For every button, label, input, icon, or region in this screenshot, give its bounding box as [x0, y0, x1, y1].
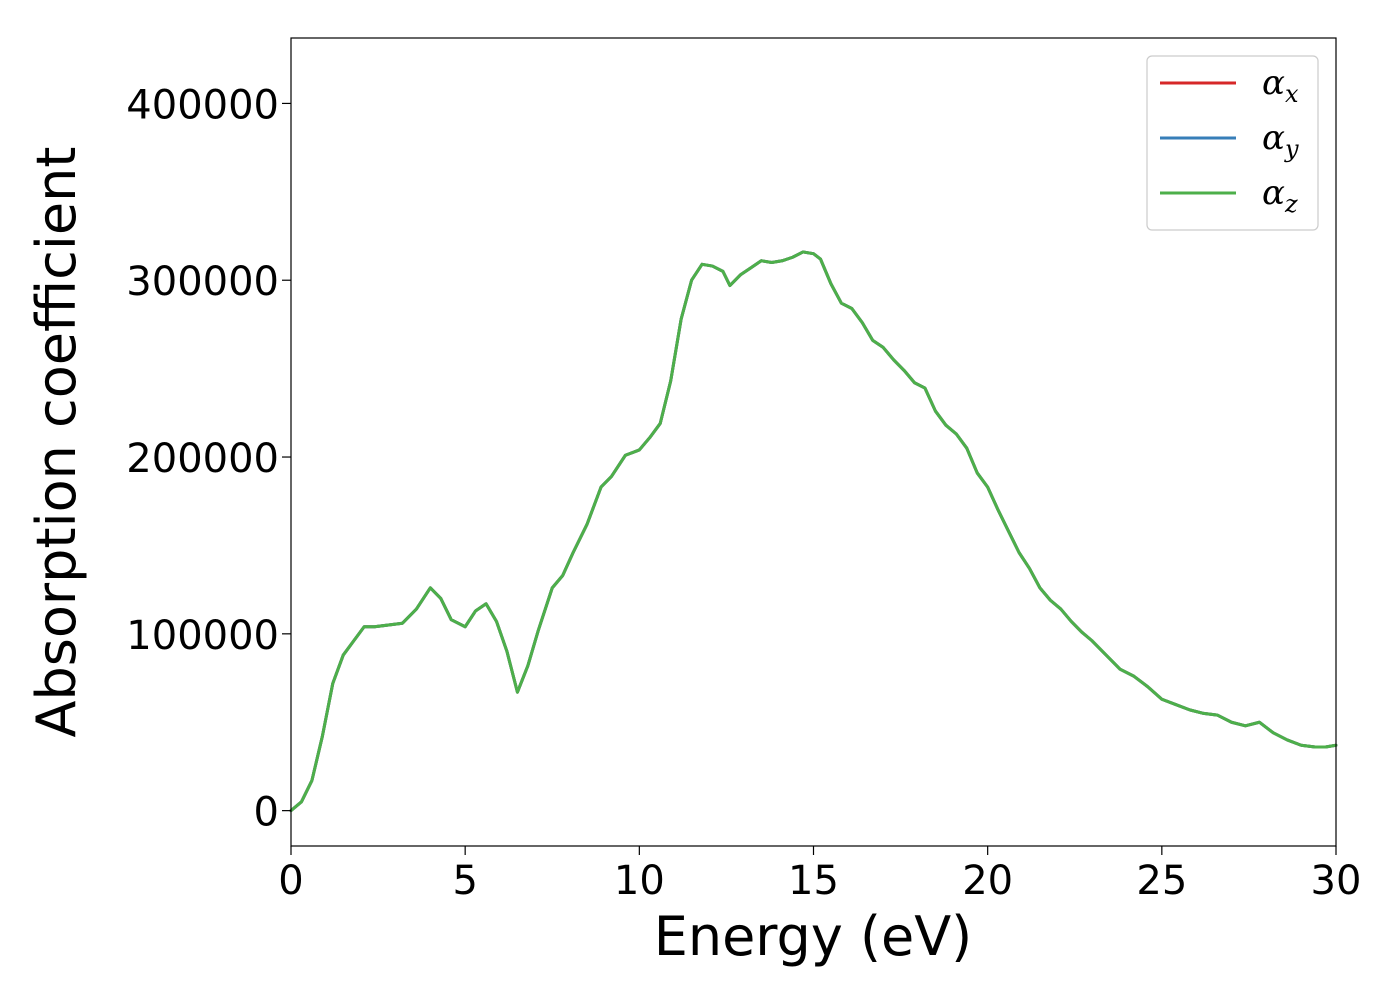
x-tick-label: 15: [788, 858, 839, 904]
legend: αx αy αz: [1146, 55, 1319, 231]
x-tick-label: 25: [1136, 858, 1187, 904]
legend-box: [1146, 55, 1319, 231]
legend-label-alpha-x: αx: [1262, 63, 1299, 108]
x-tick-label: 10: [614, 858, 665, 904]
legend-label-alpha-y: αy: [1262, 118, 1299, 163]
y-axis-title: Absorption coefficient: [25, 147, 88, 738]
series-layer: [289, 250, 1338, 813]
x-tick-label: 5: [452, 858, 477, 904]
x-axis-title: Energy (eV): [654, 905, 973, 968]
y-tick-label: 0: [254, 790, 279, 836]
x-tick-label: 0: [278, 858, 303, 904]
series-line-alpha-z: [289, 250, 1338, 813]
x-tick-label: 30: [1311, 858, 1362, 904]
series-line-alpha-x: [289, 250, 1338, 813]
y-tick-label: 300000: [126, 259, 279, 305]
ticks-layer: 0 5 10 15 20 25 30 0 100000 200000 300000 400000: [126, 82, 1361, 904]
y-tick-label: 200000: [126, 436, 279, 482]
x-tick-label: 20: [962, 858, 1013, 904]
legend-label-alpha-z: αz: [1262, 173, 1298, 218]
y-tick-label: 100000: [126, 613, 279, 659]
series-line-alpha-y: [289, 250, 1338, 813]
y-tick-label: 400000: [126, 82, 279, 128]
